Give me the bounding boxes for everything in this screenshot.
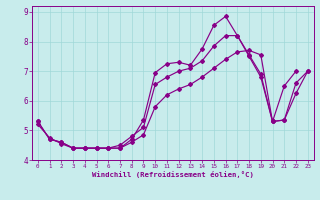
- X-axis label: Windchill (Refroidissement éolien,°C): Windchill (Refroidissement éolien,°C): [92, 171, 254, 178]
